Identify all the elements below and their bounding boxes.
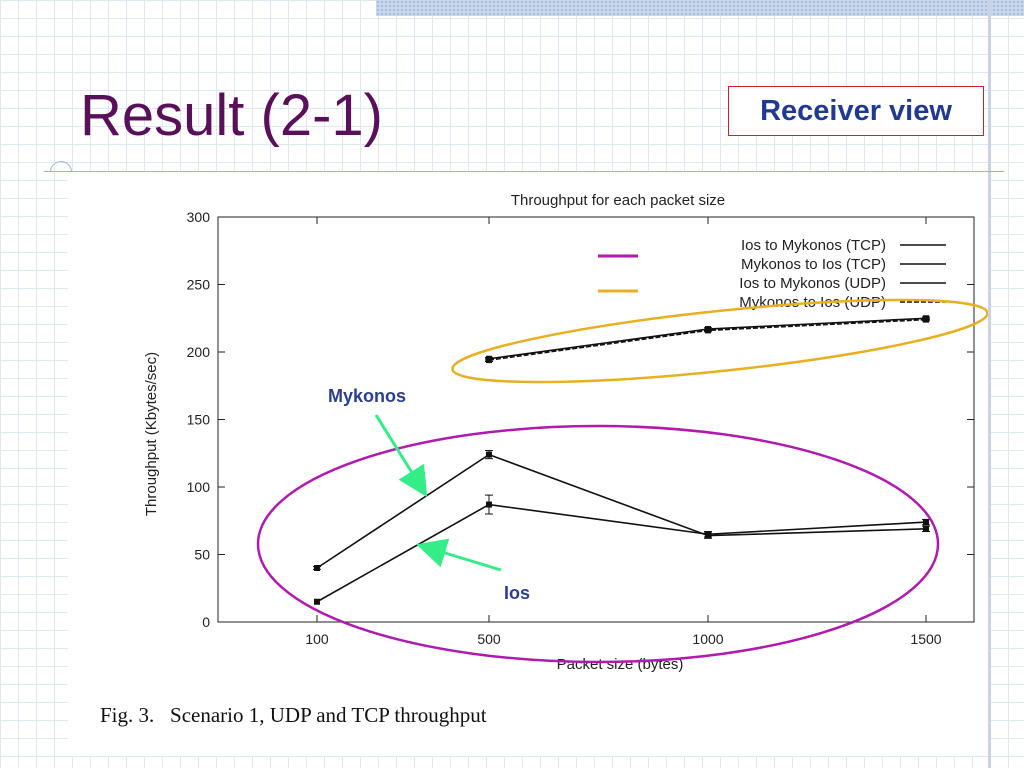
ios-arrow [416, 538, 502, 572]
tcp-highlight-ellipse [256, 424, 940, 664]
data-point [486, 451, 492, 458]
data-point [705, 532, 711, 539]
y-tick-label: 0 [202, 614, 210, 630]
throughput-chart: Throughput for each packet size 0 50 100 15… [100, 192, 988, 727]
series-2 [313, 450, 930, 571]
series-1 [314, 494, 930, 605]
legend-entry-label: Ios to Mykonos (UDP) [739, 275, 886, 292]
y-tick-label: 250 [187, 277, 211, 293]
figure-panel: Throughput for each packet size 0 50 100 15… [68, 172, 988, 756]
right-decor-bar [988, 0, 991, 768]
series-line [488, 318, 927, 361]
data-point [314, 565, 320, 571]
figure-caption: Fig. 3. Scenario 1, UDP and TCP throughp… [100, 703, 487, 727]
slide-title: Result (2-1) [80, 83, 383, 148]
series-line [316, 453, 927, 569]
x-tick-label: 100 [305, 631, 329, 647]
chart-title: Throughput for each packet size [511, 192, 725, 209]
top-decor-band [376, 0, 1024, 16]
y-axis-label: Throughput (Kbytes/sec) [143, 352, 160, 516]
y-tick-label: 50 [194, 547, 210, 563]
data-point [923, 316, 929, 323]
legend-entry-label: Ios to Mykonos (TCP) [741, 237, 886, 254]
mykonos-arrow [374, 414, 428, 498]
y-tick-label: 200 [187, 344, 211, 360]
y-tick-label: 100 [187, 479, 211, 495]
data-point [314, 598, 320, 605]
x-tick-label: 1000 [692, 631, 723, 647]
data-point [923, 519, 929, 526]
data-point [486, 357, 492, 364]
title-divider [44, 171, 1004, 172]
annotation-ios: Ios [504, 583, 530, 603]
series-line [316, 503, 927, 603]
x-tick-label: 1500 [910, 631, 941, 647]
data-point [486, 501, 492, 508]
legend-entry-label: Mykonos to Ios (TCP) [741, 256, 886, 273]
y-tick-label: 300 [187, 209, 211, 225]
receiver-view-badge: Receiver view [728, 86, 984, 136]
udp-highlight-ellipse [451, 298, 988, 384]
y-tick-label: 150 [187, 412, 211, 428]
data-point [705, 327, 711, 334]
x-tick-label: 500 [477, 631, 501, 647]
series-3 [485, 315, 930, 362]
data-point [923, 525, 929, 532]
series-4 [485, 316, 930, 364]
annotation-mykonos: Mykonos [328, 386, 406, 406]
